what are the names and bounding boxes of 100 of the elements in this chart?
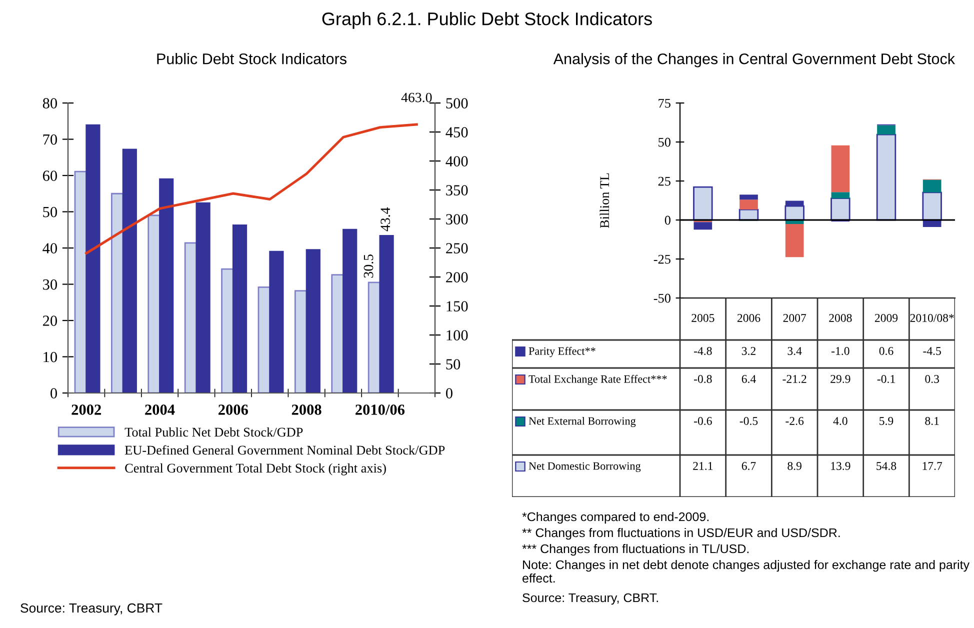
bar: [922, 180, 942, 192]
source-note: Source: Treasury, CBRT.: [522, 593, 658, 605]
y-tick-label: 70: [43, 134, 57, 145]
x-tick-label: 2002: [72, 404, 101, 415]
bar: [342, 228, 358, 393]
x-tick-label: 2008: [829, 314, 852, 322]
y-tick-label: 0: [664, 216, 670, 225]
bar: [221, 268, 234, 393]
data-label: 5.9: [880, 417, 894, 426]
bar: [785, 224, 804, 258]
bar: [232, 224, 248, 393]
y-tick-label: -25: [654, 254, 670, 264]
y-tick-label: 75: [658, 98, 670, 108]
bar: [830, 198, 850, 221]
bar: [693, 186, 713, 221]
text: *Changes compared to end-2009.: [522, 512, 708, 524]
legend-label: Total Public Net Debt Stock/GDP: [124, 427, 303, 437]
y2-tick-label: 250: [446, 243, 468, 254]
x-tick-label: 2009: [874, 314, 898, 322]
data-label: 8.1: [925, 416, 939, 426]
bar: [148, 214, 160, 393]
source-note: Source: Treasury, CBRT: [20, 603, 162, 616]
y2-tick-label: 150: [446, 301, 468, 312]
data-label: -1.0: [832, 346, 850, 356]
text: *** Changes from fluctuations in TL/USD.: [522, 544, 749, 556]
data-label: 6.4: [742, 375, 756, 384]
line-series: [85, 123, 418, 254]
bar: [877, 125, 896, 135]
legend-label: EU-Defined General Government Nominal Debt Stock/GDP: [124, 445, 445, 455]
x-tick-label: 2010/08*: [910, 314, 954, 322]
chart-title: Analysis of the Changes in Central Government Debt Stock: [553, 53, 956, 68]
data-label: -4.5: [923, 347, 941, 356]
data-label: 6.7: [742, 462, 756, 470]
text: ** Changes from fluctuations in USD/EUR and USD/SDR.: [522, 528, 840, 540]
data-label: 21.1: [693, 462, 713, 470]
data-label: 43.4: [380, 207, 390, 232]
y2-tick-label: 450: [446, 127, 468, 138]
bar: [184, 242, 198, 393]
data-label: 0.3: [925, 374, 939, 384]
data-label: 463.0: [401, 92, 432, 102]
y2-tick-label: 100: [446, 330, 468, 340]
bar: [379, 234, 394, 393]
data-label: -0.5: [740, 416, 758, 426]
y2-tick-label: 350: [446, 185, 468, 196]
bar: [740, 194, 758, 200]
bar: [306, 249, 320, 393]
bar: [784, 205, 804, 221]
y-tick-label: 50: [658, 138, 670, 147]
y-tick-label: -50: [654, 294, 670, 303]
bar: [368, 282, 381, 393]
x-tick-label: 2006: [737, 314, 760, 322]
chart-title: Public Debt Stock Indicators: [157, 53, 346, 64]
y-tick-label: 80: [42, 98, 57, 108]
legend-label: Total Exchange Rate Effect***: [528, 374, 667, 386]
bar: [159, 178, 174, 393]
bar: [269, 250, 284, 393]
y2-tick-label: 400: [446, 156, 468, 166]
y-tick-label: 30: [43, 279, 57, 290]
x-tick-label: 2006: [218, 404, 248, 415]
y-tick-label: 0: [50, 388, 57, 398]
data-label: -4.8: [694, 346, 712, 356]
data-label: -0.6: [694, 416, 712, 426]
bar: [86, 124, 100, 393]
bar: [122, 148, 137, 393]
bar: [694, 222, 712, 230]
y2-tick-label: 300: [446, 214, 468, 224]
data-label: 4.0: [833, 416, 848, 426]
x-tick-label: 2008: [292, 404, 322, 415]
x-tick-label: 2007: [783, 314, 806, 322]
bar: [831, 145, 850, 192]
bar: [196, 202, 210, 393]
data-label: 0.6: [879, 346, 894, 356]
data-label: 29.9: [830, 375, 850, 384]
bar: [294, 290, 308, 393]
y2-tick-label: 200: [446, 272, 468, 282]
data-label: -21.2: [782, 375, 806, 384]
caption: Graph 6.2.1. Public Debt Stock Indicators: [322, 12, 652, 29]
y2-tick-label: 0: [446, 388, 452, 398]
y-axis-title: Billion TL: [600, 173, 610, 228]
legend-label: Net Domestic Borrowing: [528, 462, 641, 472]
y2-tick-label: 500: [446, 98, 468, 108]
y2-tick-label: 50: [446, 359, 460, 370]
data-label: 17.7: [922, 462, 942, 470]
legend-label: Net External Borrowing: [528, 416, 636, 428]
bar: [876, 134, 896, 221]
data-label: -0.8: [694, 374, 712, 384]
bar: [831, 192, 850, 198]
y-tick-label: 60: [42, 170, 57, 181]
legend-label: Parity Effect**: [528, 346, 596, 358]
data-label: -0.1: [877, 374, 895, 384]
data-label: 8.9: [788, 462, 802, 470]
y-tick-label: 20: [42, 316, 57, 326]
data-label: 30.5: [364, 254, 374, 278]
y-tick-label: 40: [42, 243, 57, 254]
y-tick-label: 10: [44, 352, 57, 362]
data-label: 3.4: [788, 347, 802, 356]
text: Note: Changes in net debt denote changes adjusted for exchange rate and parity effect.: [522, 560, 970, 583]
legend-label: Central Government Total Debt Stock (right axis): [125, 463, 386, 476]
x-tick-label: 2005: [692, 314, 714, 322]
data-label: -2.6: [786, 417, 804, 426]
